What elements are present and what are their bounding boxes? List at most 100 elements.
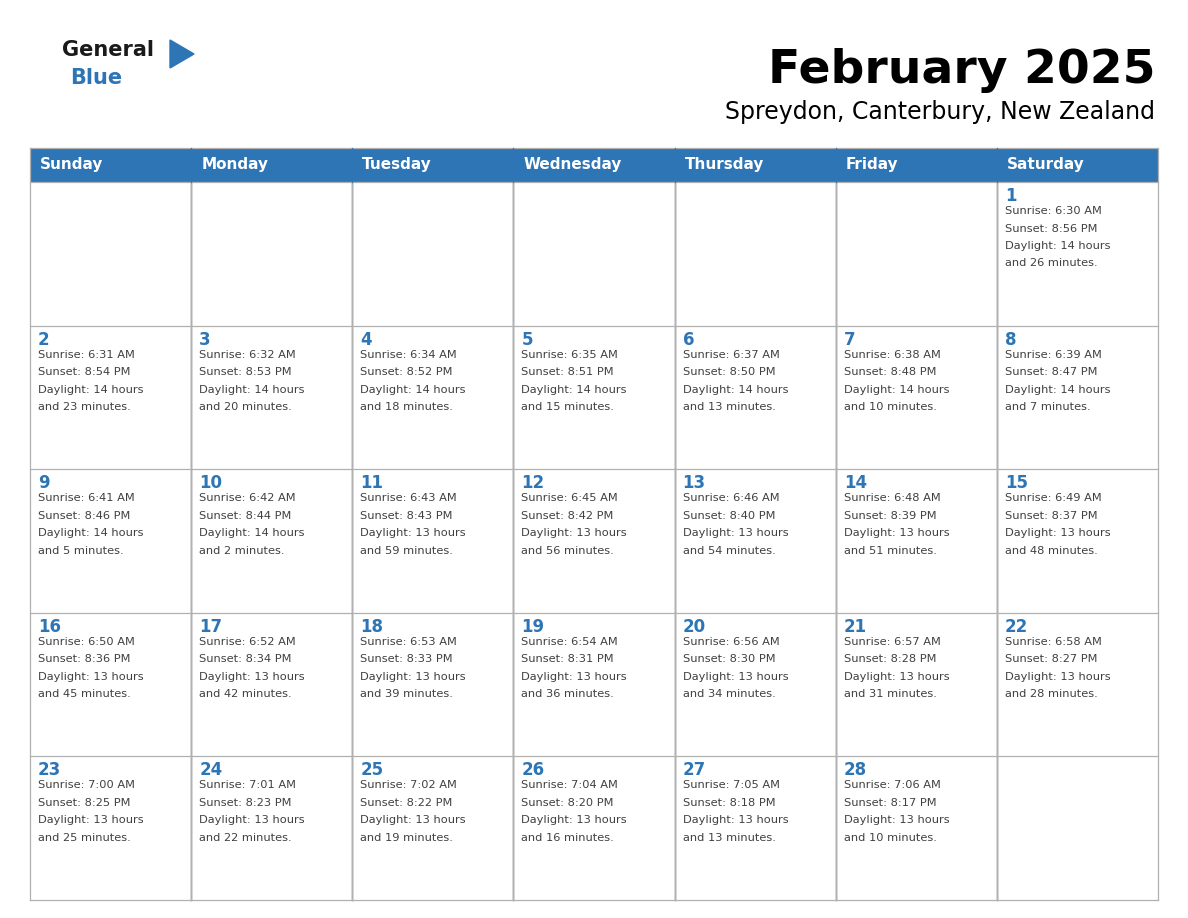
Text: and 22 minutes.: and 22 minutes. (200, 833, 292, 843)
Text: Sunrise: 6:35 AM: Sunrise: 6:35 AM (522, 350, 618, 360)
Text: 5: 5 (522, 330, 533, 349)
Text: and 13 minutes.: and 13 minutes. (683, 402, 776, 412)
Text: Sunrise: 6:46 AM: Sunrise: 6:46 AM (683, 493, 779, 503)
Text: Sunrise: 6:31 AM: Sunrise: 6:31 AM (38, 350, 135, 360)
Text: Spreydon, Canterbury, New Zealand: Spreydon, Canterbury, New Zealand (725, 100, 1155, 124)
Text: and 31 minutes.: and 31 minutes. (843, 689, 936, 700)
Text: Sunset: 8:18 PM: Sunset: 8:18 PM (683, 798, 776, 808)
Text: Sunrise: 6:34 AM: Sunrise: 6:34 AM (360, 350, 457, 360)
Text: Daylight: 13 hours: Daylight: 13 hours (1005, 672, 1111, 682)
Text: Sunset: 8:46 PM: Sunset: 8:46 PM (38, 510, 131, 521)
Text: Sunrise: 7:06 AM: Sunrise: 7:06 AM (843, 780, 941, 790)
Text: 2: 2 (38, 330, 50, 349)
Text: Friday: Friday (846, 158, 898, 173)
Text: 13: 13 (683, 475, 706, 492)
Text: General: General (62, 40, 154, 60)
Text: Sunset: 8:28 PM: Sunset: 8:28 PM (843, 655, 936, 665)
Text: and 59 minutes.: and 59 minutes. (360, 545, 453, 555)
Text: Daylight: 13 hours: Daylight: 13 hours (843, 815, 949, 825)
Text: Daylight: 14 hours: Daylight: 14 hours (38, 385, 144, 395)
Text: Sunset: 8:20 PM: Sunset: 8:20 PM (522, 798, 614, 808)
Text: Tuesday: Tuesday (362, 158, 432, 173)
Text: Daylight: 14 hours: Daylight: 14 hours (522, 385, 627, 395)
Text: 9: 9 (38, 475, 50, 492)
Text: Sunset: 8:39 PM: Sunset: 8:39 PM (843, 510, 936, 521)
Bar (30, 148, 1158, 182)
Text: Sunset: 8:23 PM: Sunset: 8:23 PM (200, 798, 291, 808)
Text: Sunrise: 6:39 AM: Sunrise: 6:39 AM (1005, 350, 1101, 360)
Text: Daylight: 13 hours: Daylight: 13 hours (360, 815, 466, 825)
Text: and 36 minutes.: and 36 minutes. (522, 689, 614, 700)
Text: Sunset: 8:34 PM: Sunset: 8:34 PM (200, 655, 291, 665)
Text: 20: 20 (683, 618, 706, 636)
Text: Sunrise: 7:04 AM: Sunrise: 7:04 AM (522, 780, 618, 790)
Text: 10: 10 (200, 475, 222, 492)
Text: and 19 minutes.: and 19 minutes. (360, 833, 453, 843)
Text: Sunset: 8:56 PM: Sunset: 8:56 PM (1005, 223, 1098, 233)
Text: Sunrise: 6:57 AM: Sunrise: 6:57 AM (843, 637, 941, 647)
Text: and 16 minutes.: and 16 minutes. (522, 833, 614, 843)
Text: and 28 minutes.: and 28 minutes. (1005, 689, 1098, 700)
Text: Sunrise: 6:50 AM: Sunrise: 6:50 AM (38, 637, 135, 647)
Text: Sunrise: 6:42 AM: Sunrise: 6:42 AM (200, 493, 296, 503)
Text: 19: 19 (522, 618, 544, 636)
Text: 14: 14 (843, 475, 867, 492)
Text: 12: 12 (522, 475, 544, 492)
Text: Sunset: 8:51 PM: Sunset: 8:51 PM (522, 367, 614, 377)
Text: Sunset: 8:33 PM: Sunset: 8:33 PM (360, 655, 453, 665)
Text: Sunday: Sunday (40, 158, 103, 173)
Text: 17: 17 (200, 618, 222, 636)
Text: Sunset: 8:40 PM: Sunset: 8:40 PM (683, 510, 775, 521)
Text: Sunset: 8:48 PM: Sunset: 8:48 PM (843, 367, 936, 377)
Text: Daylight: 13 hours: Daylight: 13 hours (843, 528, 949, 538)
Text: Sunrise: 6:41 AM: Sunrise: 6:41 AM (38, 493, 134, 503)
Text: Sunset: 8:50 PM: Sunset: 8:50 PM (683, 367, 776, 377)
Text: 15: 15 (1005, 475, 1028, 492)
Text: Daylight: 14 hours: Daylight: 14 hours (200, 528, 304, 538)
Text: and 7 minutes.: and 7 minutes. (1005, 402, 1091, 412)
Text: Daylight: 13 hours: Daylight: 13 hours (522, 528, 627, 538)
Text: and 5 minutes.: and 5 minutes. (38, 545, 124, 555)
Text: Daylight: 14 hours: Daylight: 14 hours (1005, 241, 1111, 251)
Text: 8: 8 (1005, 330, 1017, 349)
Text: 6: 6 (683, 330, 694, 349)
Text: Daylight: 13 hours: Daylight: 13 hours (683, 528, 788, 538)
Text: 27: 27 (683, 761, 706, 779)
Text: Sunrise: 6:30 AM: Sunrise: 6:30 AM (1005, 206, 1101, 216)
Text: and 15 minutes.: and 15 minutes. (522, 402, 614, 412)
Text: and 39 minutes.: and 39 minutes. (360, 689, 453, 700)
Text: Sunset: 8:37 PM: Sunset: 8:37 PM (1005, 510, 1098, 521)
Text: Daylight: 13 hours: Daylight: 13 hours (683, 815, 788, 825)
Text: Sunset: 8:25 PM: Sunset: 8:25 PM (38, 798, 131, 808)
Text: and 13 minutes.: and 13 minutes. (683, 833, 776, 843)
Text: Daylight: 13 hours: Daylight: 13 hours (200, 815, 305, 825)
Text: Sunset: 8:17 PM: Sunset: 8:17 PM (843, 798, 936, 808)
Text: 26: 26 (522, 761, 544, 779)
Text: Daylight: 13 hours: Daylight: 13 hours (200, 672, 305, 682)
Text: Sunrise: 7:02 AM: Sunrise: 7:02 AM (360, 780, 457, 790)
Text: Sunset: 8:43 PM: Sunset: 8:43 PM (360, 510, 453, 521)
Text: 4: 4 (360, 330, 372, 349)
Text: Sunrise: 6:43 AM: Sunrise: 6:43 AM (360, 493, 457, 503)
Text: 11: 11 (360, 475, 384, 492)
Text: Sunset: 8:54 PM: Sunset: 8:54 PM (38, 367, 131, 377)
Text: and 20 minutes.: and 20 minutes. (200, 402, 292, 412)
Text: 7: 7 (843, 330, 855, 349)
Text: Sunset: 8:27 PM: Sunset: 8:27 PM (1005, 655, 1098, 665)
Polygon shape (170, 40, 194, 68)
Text: Wednesday: Wednesday (524, 158, 621, 173)
Text: Sunrise: 6:54 AM: Sunrise: 6:54 AM (522, 637, 618, 647)
Text: Sunrise: 7:00 AM: Sunrise: 7:00 AM (38, 780, 135, 790)
Text: Daylight: 13 hours: Daylight: 13 hours (360, 528, 466, 538)
Text: Sunset: 8:44 PM: Sunset: 8:44 PM (200, 510, 291, 521)
Text: Sunrise: 6:48 AM: Sunrise: 6:48 AM (843, 493, 941, 503)
Text: Daylight: 13 hours: Daylight: 13 hours (843, 672, 949, 682)
Text: Sunrise: 6:49 AM: Sunrise: 6:49 AM (1005, 493, 1101, 503)
Text: Thursday: Thursday (684, 158, 764, 173)
Text: Sunrise: 6:45 AM: Sunrise: 6:45 AM (522, 493, 618, 503)
Text: Sunset: 8:52 PM: Sunset: 8:52 PM (360, 367, 453, 377)
Text: Daylight: 13 hours: Daylight: 13 hours (38, 815, 144, 825)
Text: Blue: Blue (70, 68, 122, 88)
Text: and 45 minutes.: and 45 minutes. (38, 689, 131, 700)
Text: and 23 minutes.: and 23 minutes. (38, 402, 131, 412)
